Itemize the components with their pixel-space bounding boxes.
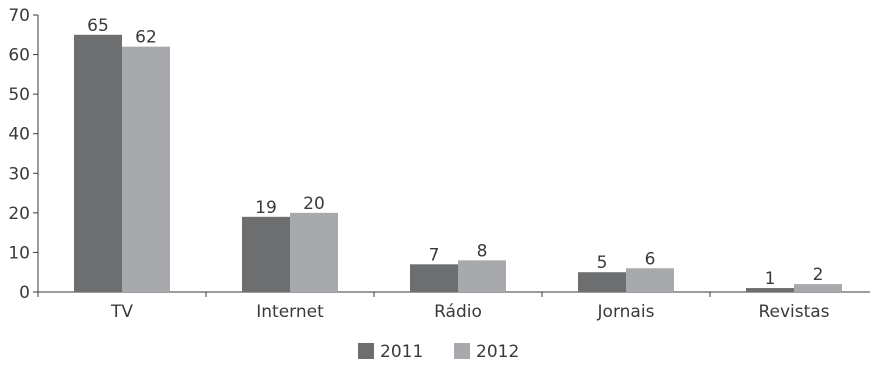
bar-2012 [122, 46, 170, 293]
x-category-label: Rádio [434, 302, 482, 322]
y-tick-label: 20 [8, 204, 30, 224]
bar-2011 [578, 272, 626, 292]
bar-2012 [626, 268, 674, 292]
y-tick-label: 50 [8, 85, 30, 105]
bars [74, 34, 842, 293]
y-tick-label: 40 [8, 125, 30, 145]
data-label: 20 [303, 194, 325, 214]
bar-2011 [410, 264, 458, 292]
data-label: 7 [429, 245, 440, 265]
bar-2012 [794, 284, 842, 292]
x-category-label: Revistas [758, 302, 829, 322]
y-tick-label: 0 [19, 283, 30, 303]
bar-2011 [242, 216, 290, 292]
y-tick-label: 60 [8, 46, 30, 66]
y-tick-label: 10 [8, 243, 30, 263]
data-label: 2 [813, 265, 824, 285]
data-label: 65 [87, 16, 109, 36]
x-category-label: TV [110, 302, 133, 322]
x-axis: TV Internet Rádio Jornais Revistas [37, 291, 870, 322]
data-label: 62 [135, 28, 157, 48]
legend-swatch-2011 [358, 343, 374, 359]
bar-2011 [74, 34, 122, 293]
x-category-label: Jornais [597, 302, 655, 322]
bar-2012 [458, 260, 506, 292]
data-label: 5 [597, 253, 608, 273]
legend-swatch-2012 [454, 343, 470, 359]
data-label: 1 [765, 269, 776, 289]
data-labels: 65 62 19 20 7 8 5 6 1 2 [87, 16, 823, 289]
y-tick-label: 30 [8, 164, 30, 184]
data-label: 19 [255, 198, 277, 218]
legend: 2011 2012 [358, 342, 519, 362]
x-category-label: Internet [256, 302, 324, 322]
data-label: 6 [645, 249, 656, 269]
legend-label: 2011 [380, 342, 423, 362]
y-axis: 0 10 20 30 40 50 60 70 [8, 6, 39, 303]
bar-2012 [290, 212, 338, 292]
y-tick-label: 70 [8, 6, 30, 26]
data-label: 8 [477, 241, 488, 261]
legend-label: 2012 [476, 342, 519, 362]
bar-2011 [746, 288, 794, 292]
